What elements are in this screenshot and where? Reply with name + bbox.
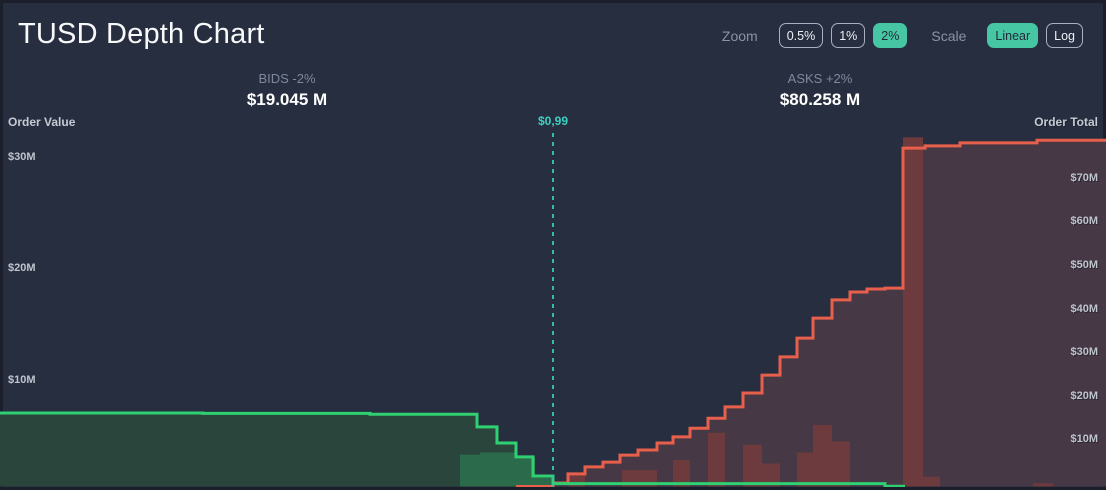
- mid-price-label: $0,99: [537, 114, 569, 128]
- bids-cumulative-area: [0, 412, 553, 487]
- asks-stat-value: $80.258 M: [779, 90, 861, 109]
- page-title: TUSD Depth Chart: [18, 18, 265, 50]
- depth-chart-plot-area[interactable]: [0, 133, 1106, 487]
- bids-stat-label: BIDS -2%: [258, 71, 316, 86]
- chart-controls: Zoom 0.5% 1% 2% Scale Linear Log: [722, 23, 1083, 48]
- asks-cumulative-line: [516, 138, 1106, 487]
- right-axis-tick: $60M: [1070, 215, 1098, 227]
- bids-stat-value: $19.045 M: [246, 90, 328, 109]
- right-axis-tick: $50M: [1070, 259, 1098, 271]
- right-axis-tick: $20M: [1070, 390, 1098, 402]
- bids-cumulative-line: [0, 411, 905, 487]
- asks-stat-label: ASKS +2%: [787, 71, 853, 86]
- right-axis-tick: $30M: [1070, 346, 1098, 358]
- zoom-label: Zoom: [721, 27, 758, 44]
- asks-stat: ASKS +2% $80.258 M: [780, 71, 860, 110]
- asks-cumulative-area: [553, 140, 1106, 487]
- left-axis-tick: $20M: [8, 262, 36, 274]
- zoom-option-2pct[interactable]: 2%: [873, 23, 908, 48]
- right-axis-tick: $70M: [1070, 172, 1098, 184]
- bids-stat: BIDS -2% $19.045 M: [247, 71, 327, 110]
- left-axis-tick: $10M: [8, 374, 36, 386]
- zoom-option-0.5pct[interactable]: 0.5%: [778, 23, 824, 48]
- zoom-option-1pct[interactable]: 1%: [831, 23, 866, 48]
- scale-option-linear[interactable]: Linear: [987, 23, 1039, 48]
- left-axis-title: Order Value: [8, 115, 76, 129]
- depth-chart-svg: [0, 133, 1106, 487]
- right-axis-tick: $10M: [1070, 433, 1098, 445]
- right-axis-tick: $40M: [1070, 303, 1098, 315]
- scale-label: Scale: [931, 27, 967, 44]
- right-axis-title: Order Total: [1034, 115, 1098, 129]
- scale-option-log[interactable]: Log: [1046, 23, 1083, 48]
- left-axis-tick: $30M: [8, 151, 36, 163]
